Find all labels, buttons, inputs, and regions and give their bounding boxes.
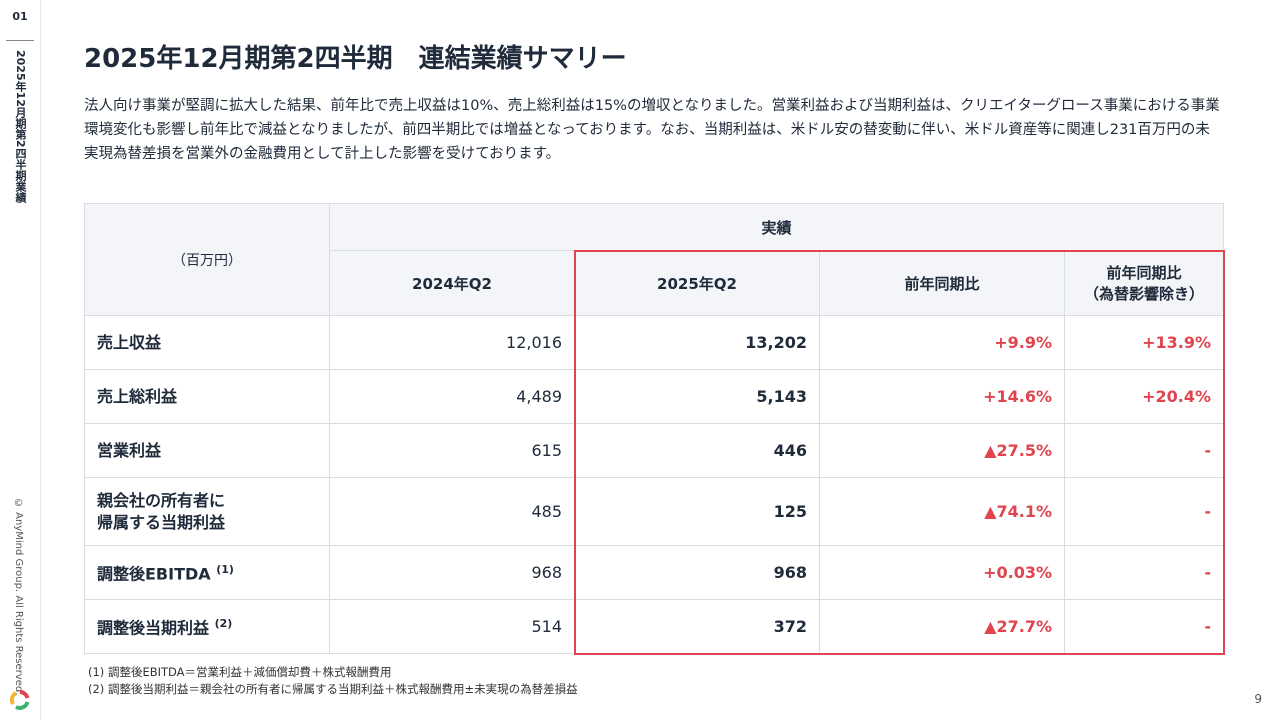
row-label: 売上収益 xyxy=(84,315,330,370)
column-header: 前年同期比 （為替影響除き） xyxy=(1064,250,1224,316)
row-label-text: 調整後当期利益 xyxy=(97,618,210,638)
footnotes: (1) 調整後EBITDA＝営業利益＋減価償却費＋株式報酬費用 (2) 調整後当期… xyxy=(88,664,578,698)
cell: 12,016 xyxy=(329,315,575,370)
column-header: 前年同期比 xyxy=(819,250,1065,316)
cell: 514 xyxy=(329,599,575,654)
row-label-text: 売上収益 xyxy=(97,332,162,352)
column-header: 2025年Q2 xyxy=(574,250,820,316)
section-label: 2025年12月期第2四半期業績 xyxy=(14,50,27,203)
table-row: 親会社の所有者に 帰属する当期利益 485 125 ▲74.1% - xyxy=(84,477,1224,546)
cell: 4,489 xyxy=(329,369,575,424)
group-header: 実績 xyxy=(329,203,1224,251)
divider xyxy=(6,40,34,41)
cell: 615 xyxy=(329,423,575,478)
cell: +20.4% xyxy=(1064,369,1224,424)
row-label-text: 親会社の所有者に 帰属する当期利益 xyxy=(97,490,226,532)
logo xyxy=(10,690,30,710)
row-label: 調整後当期利益 (2) xyxy=(84,599,330,654)
cell: - xyxy=(1064,545,1224,600)
cell: 125 xyxy=(574,477,820,546)
cell: +13.9% xyxy=(1064,315,1224,370)
cell: 968 xyxy=(574,545,820,600)
table-row: 売上総利益 4,489 5,143 +14.6% +20.4% xyxy=(84,369,1224,424)
cell: 968 xyxy=(329,545,575,600)
cell: +9.9% xyxy=(819,315,1065,370)
summary: 法人向け事業が堅調に拡大した結果、前年比で売上収益は10%、売上総利益は15%の… xyxy=(84,98,1220,162)
cell: 446 xyxy=(574,423,820,478)
cell: 5,143 xyxy=(574,369,820,424)
unit: （百万円） xyxy=(84,203,330,316)
copyright: © AnyMind Group. All Rights Reserved. xyxy=(13,498,24,696)
row-label-text: 売上総利益 xyxy=(97,386,178,406)
table-row: 営業利益 615 446 ▲27.5% - xyxy=(84,423,1224,478)
footnote-ref: (1) xyxy=(216,563,234,577)
results-table: （百万円） 実績 2024年Q2 2025年Q2 前年同期比 前年同期比 （為替影響除… xyxy=(84,203,1224,654)
cell: - xyxy=(1064,477,1224,546)
cell: +0.03% xyxy=(819,545,1065,600)
cell: 372 xyxy=(574,599,820,654)
row-label: 調整後EBITDA (1) xyxy=(84,545,330,600)
row-label: 親会社の所有者に 帰属する当期利益 xyxy=(84,477,330,546)
cell: - xyxy=(1064,423,1224,478)
footnote: (2) 調整後当期利益＝親会社の所有者に帰属する当期利益＋株式報酬費用±未実現の… xyxy=(88,682,578,696)
row-label: 売上総利益 xyxy=(84,369,330,424)
row-label-text: 営業利益 xyxy=(97,440,162,460)
sidebar: 01 2025年12月期第2四半期業績 © AnyMind Group. All… xyxy=(0,0,41,720)
cell: 485 xyxy=(329,477,575,546)
footnote-ref: (2) xyxy=(214,617,233,631)
cell: +14.6% xyxy=(819,369,1065,424)
cell: ▲74.1% xyxy=(819,477,1065,546)
page-number: 9 xyxy=(1254,692,1262,706)
section-number: 01 xyxy=(12,10,28,23)
table-row: 売上収益 12,016 13,202 +9.9% +13.9% xyxy=(84,315,1224,370)
row-label: 営業利益 xyxy=(84,423,330,478)
cell: ▲27.7% xyxy=(819,599,1065,654)
cell: ▲27.5% xyxy=(819,423,1065,478)
table-row: 調整後当期利益 (2) 514 372 ▲27.7% - xyxy=(84,599,1224,654)
cell: 13,202 xyxy=(574,315,820,370)
title: 2025年12月期第2四半期 連結業績サマリー xyxy=(84,44,627,74)
cell: - xyxy=(1064,599,1224,654)
footnote: (1) 調整後EBITDA＝営業利益＋減価償却費＋株式報酬費用 xyxy=(88,665,392,679)
table-row: 調整後EBITDA (1) 968 968 +0.03% - xyxy=(84,545,1224,600)
row-label-text: 調整後EBITDA xyxy=(97,564,211,584)
column-header: 2024年Q2 xyxy=(329,250,575,316)
